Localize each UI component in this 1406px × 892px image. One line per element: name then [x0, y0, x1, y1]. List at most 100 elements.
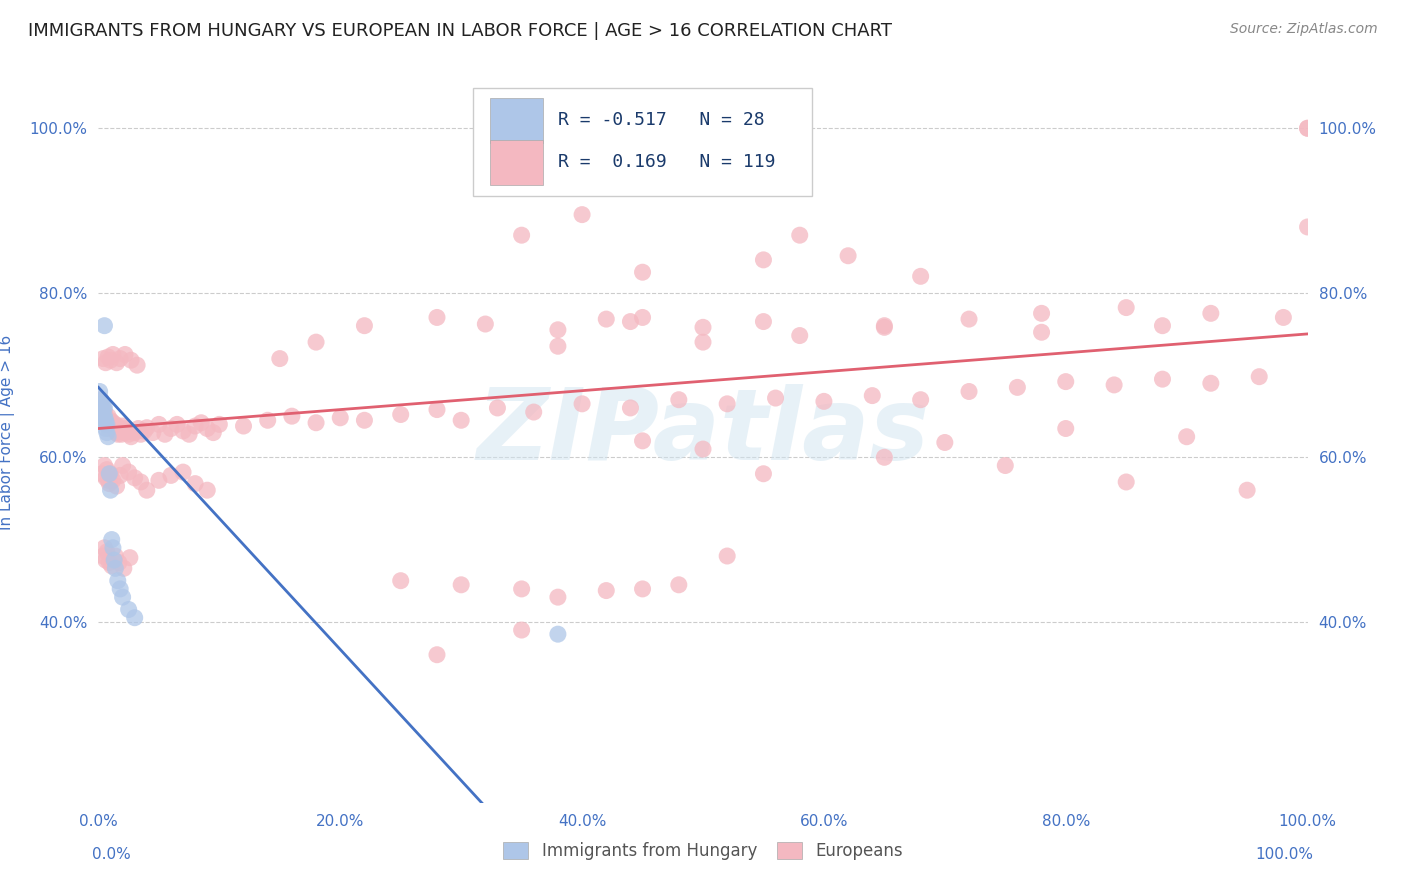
Point: [692, 442, 714, 456]
Point: [115, 421, 138, 435]
Point: [114, 347, 136, 361]
Point: [426, 310, 449, 325]
Point: [120, 430, 142, 444]
Point: [510, 623, 533, 637]
Point: [101, 347, 124, 361]
Point: [668, 578, 690, 592]
Point: [124, 610, 146, 624]
Point: [523, 405, 546, 419]
Point: [101, 473, 124, 487]
Point: [105, 425, 128, 440]
Point: [104, 417, 127, 432]
Point: [148, 417, 170, 432]
Point: [160, 468, 183, 483]
Text: Source: ZipAtlas.com: Source: ZipAtlas.com: [1230, 22, 1378, 37]
Point: [184, 476, 207, 491]
Point: [135, 420, 157, 434]
Point: [91, 401, 114, 415]
Point: [595, 583, 617, 598]
Point: [96, 417, 118, 432]
Point: [160, 421, 183, 435]
Point: [97, 430, 120, 444]
Point: [631, 582, 654, 596]
Point: [1102, 378, 1125, 392]
Point: [111, 590, 134, 604]
Point: [860, 388, 883, 402]
Point: [619, 401, 641, 415]
Point: [94, 417, 117, 432]
Point: [752, 315, 775, 329]
Point: [91, 467, 114, 481]
Point: [208, 417, 231, 432]
Point: [571, 208, 593, 222]
Point: [547, 590, 569, 604]
Point: [1031, 306, 1053, 320]
Y-axis label: In Labor Force | Age > 16: In Labor Force | Age > 16: [0, 335, 15, 530]
Point: [256, 413, 278, 427]
Point: [910, 269, 932, 284]
Point: [1236, 483, 1258, 498]
Point: [108, 556, 131, 570]
Point: [269, 351, 291, 366]
Point: [118, 602, 141, 616]
Point: [353, 318, 375, 333]
Point: [474, 317, 496, 331]
Point: [118, 550, 141, 565]
Point: [104, 561, 127, 575]
Point: [153, 427, 176, 442]
Point: [166, 417, 188, 432]
Point: [111, 419, 134, 434]
Point: [98, 556, 121, 570]
Point: [1152, 318, 1174, 333]
Point: [510, 228, 533, 243]
Point: [129, 475, 152, 489]
Point: [96, 425, 118, 440]
Point: [100, 533, 122, 547]
Point: [98, 467, 121, 481]
Point: [692, 335, 714, 350]
Legend: Immigrants from Hungary, Europeans: Immigrants from Hungary, Europeans: [495, 834, 911, 869]
Point: [179, 427, 201, 442]
Point: [353, 413, 375, 427]
Point: [91, 409, 114, 424]
Point: [1296, 219, 1319, 234]
Point: [93, 409, 115, 424]
Point: [94, 421, 117, 435]
Point: [486, 401, 509, 415]
Point: [1115, 301, 1137, 315]
Point: [93, 405, 115, 419]
Point: [90, 392, 112, 407]
Point: [934, 435, 956, 450]
Point: [668, 392, 690, 407]
Point: [100, 467, 122, 481]
Point: [103, 553, 125, 567]
Point: [1199, 306, 1222, 320]
Point: [789, 328, 811, 343]
Point: [789, 228, 811, 243]
Point: [450, 578, 472, 592]
Point: [426, 402, 449, 417]
Point: [90, 392, 112, 407]
Point: [91, 405, 114, 419]
Text: R = -0.517   N = 28: R = -0.517 N = 28: [558, 112, 765, 129]
FancyBboxPatch shape: [474, 88, 811, 195]
Point: [1054, 421, 1077, 435]
Point: [114, 425, 136, 440]
Point: [837, 249, 859, 263]
Point: [98, 476, 121, 491]
Text: R =  0.169   N = 119: R = 0.169 N = 119: [558, 153, 775, 171]
Point: [190, 416, 212, 430]
Point: [97, 473, 120, 487]
Point: [571, 397, 593, 411]
Point: [94, 413, 117, 427]
Point: [547, 627, 569, 641]
Point: [108, 420, 131, 434]
Point: [765, 391, 787, 405]
Point: [118, 427, 141, 442]
Point: [692, 320, 714, 334]
Point: [96, 462, 118, 476]
Point: [112, 424, 135, 438]
Point: [134, 424, 156, 438]
Point: [96, 417, 118, 432]
Point: [752, 252, 775, 267]
